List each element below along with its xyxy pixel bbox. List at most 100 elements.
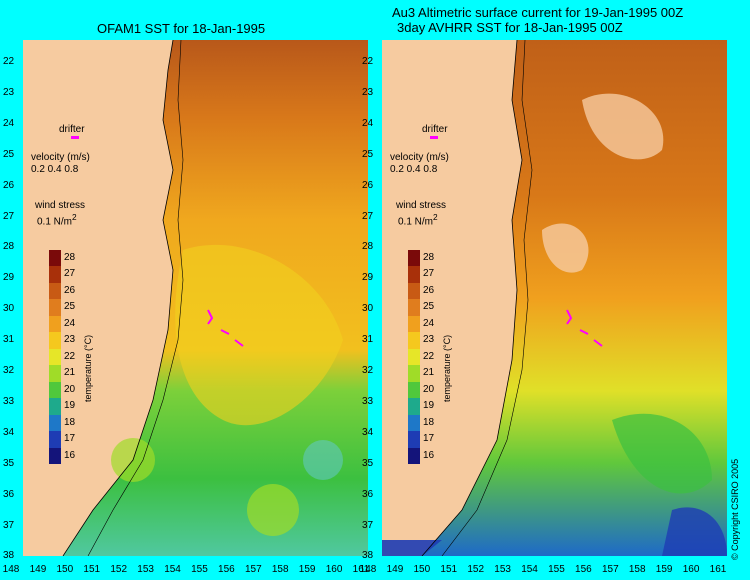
colorbar-tick-label: 19	[423, 400, 435, 412]
colorbar-tick-label: 17	[64, 433, 76, 445]
left-panel-title: OFAM1 SST for 18-Jan-1995	[97, 21, 266, 36]
latitude-tick-label: 28	[362, 241, 374, 253]
colorbar-segment	[49, 266, 61, 283]
colorbar-segment	[408, 250, 420, 267]
longitude-tick-label: 153	[494, 564, 511, 575]
latitude-tick-label: 23	[3, 86, 15, 98]
latitude-tick-label: 37	[362, 519, 374, 531]
legend-wind-value-text-right: 0.1 N/m	[398, 216, 434, 228]
colorbar-tick-label: 27	[423, 268, 435, 280]
longitude-tick-label: 152	[467, 564, 485, 575]
colorbar-segment	[49, 381, 61, 399]
legend-wind-title-right: wind stress	[396, 200, 447, 211]
colorbar-tick-label: 19	[64, 400, 76, 412]
latitude-tick-label: 35	[362, 457, 374, 469]
longitude-tick-label: 157	[601, 564, 619, 575]
longitude-tick-label: 158	[628, 564, 646, 575]
latitude-tick-label: 28	[3, 241, 15, 253]
longitude-tick-label: 157	[244, 564, 262, 575]
latitude-tick-label: 25	[3, 148, 15, 160]
latitude-tick-label: 34	[362, 426, 374, 438]
colorbar-segment	[408, 266, 420, 283]
colorbar-tick-label: 24	[423, 317, 435, 329]
latitude-tick-label: 31	[3, 334, 15, 346]
longitude-tick-label: 160	[682, 564, 700, 575]
left-map-graphic	[62, 40, 368, 556]
right-sst-map: drifter velocity (m/s) 0.2 0.4 0.8 wind …	[382, 40, 727, 556]
latitude-tick-label: 22	[362, 56, 374, 67]
colorbar-tick-label: 28	[423, 252, 435, 263]
latitude-tick-label: 29	[3, 272, 15, 284]
legend-velocity-title-right: velocity (m/s)	[390, 152, 449, 163]
latitude-tick-label: 36	[362, 488, 374, 500]
colorbar-segment	[408, 381, 420, 399]
longitude-tick-label: 150	[413, 564, 431, 575]
longitude-tick-label: 156	[218, 564, 235, 575]
colorbar-tick-label: 18	[64, 416, 76, 428]
colorbar-tick-label: 25	[64, 301, 76, 313]
latitude-tick-label: 22	[3, 56, 15, 67]
longitude-tick-label: 156	[575, 564, 592, 575]
longitude-tick-label: 155	[191, 564, 208, 575]
latitude-tick-label: 36	[3, 488, 15, 500]
legend-drifter-label-right: drifter	[422, 124, 448, 135]
colorbar-tick-label: 26	[423, 284, 435, 296]
longitude-tick-label: 148	[359, 564, 377, 575]
colorbar-segment	[49, 299, 61, 316]
colorbar-segment	[49, 250, 61, 267]
latitude-tick-label: 27	[3, 210, 15, 222]
longitude-tick-label: 154	[521, 564, 538, 575]
latitude-tick-label: 35	[3, 457, 15, 469]
colorbar-segment	[408, 282, 420, 300]
legend-velocity-title: velocity (m/s)	[31, 152, 90, 163]
left-colorbar-label: temperature (°C)	[83, 334, 93, 402]
colorbar-segment	[408, 365, 420, 382]
legend-drifter-label: drifter	[59, 124, 85, 135]
colorbar-tick-label: 21	[64, 367, 76, 379]
right-panel-title-line1: Au3 Altimetric surface current for 19-Ja…	[392, 5, 684, 20]
right-map-graphic	[382, 40, 727, 556]
longitude-tick-label: 149	[386, 564, 404, 575]
colorbar-segment	[49, 431, 61, 448]
copyright-notice: © Copyright CSIRO 2005	[730, 458, 740, 560]
colorbar-segment	[408, 414, 420, 432]
longitude-tick-label: 159	[655, 564, 673, 575]
colorbar-tick-label: 24	[64, 317, 76, 329]
latitude-tick-label: 33	[362, 395, 374, 407]
colorbar-segment	[49, 398, 61, 415]
longitude-tick-label: 158	[271, 564, 289, 575]
latitude-tick-label: 24	[362, 117, 374, 129]
latitude-tick-label: 38	[3, 550, 15, 562]
colorbar-tick-label: 28	[64, 252, 76, 263]
right-colorbar-label: temperature (°C)	[442, 334, 452, 402]
colorbar-segment	[408, 315, 420, 333]
latitude-tick-label: 24	[3, 117, 15, 129]
latitude-tick-label: 30	[3, 303, 15, 315]
longitude-tick-label: 155	[548, 564, 565, 575]
latitude-tick-label: 38	[362, 550, 374, 562]
colorbar-tick-label: 27	[64, 268, 76, 280]
drifter-marker-icon	[71, 136, 79, 139]
colorbar-tick-label: 26	[64, 284, 76, 296]
latitude-tick-label: 31	[362, 334, 374, 346]
legend-velocity-values: 0.2 0.4 0.8	[31, 164, 79, 175]
latitude-tick-label: 26	[362, 179, 374, 191]
colorbar-segment	[49, 365, 61, 382]
legend-wind-sup: 2	[72, 212, 77, 222]
colorbar-tick-label: 18	[423, 416, 435, 428]
legend-wind-value-text: 0.1 N/m	[37, 216, 73, 228]
longitude-tick-label: 161	[709, 564, 727, 575]
drifter-marker-icon-right	[430, 136, 438, 139]
colorbar-tick-label: 17	[423, 433, 435, 445]
legend-wind-value-right: 0.1 N/m2	[398, 212, 438, 227]
colorbar-segment	[408, 299, 420, 316]
legend-wind-title: wind stress	[35, 200, 86, 211]
colorbar-segment	[408, 447, 420, 464]
legend-velocity-values-right: 0.2 0.4 0.8	[390, 164, 438, 175]
longitude-tick-label: 159	[298, 564, 316, 575]
colorbar-tick-label: 21	[423, 367, 435, 379]
longitude-tick-label: 151	[83, 564, 101, 575]
longitude-tick-label: 148	[2, 564, 20, 575]
right-panel-title-line2: 3day AVHRR SST for 18-Jan-1995 00Z	[397, 20, 623, 35]
colorbar-segment	[49, 315, 61, 333]
